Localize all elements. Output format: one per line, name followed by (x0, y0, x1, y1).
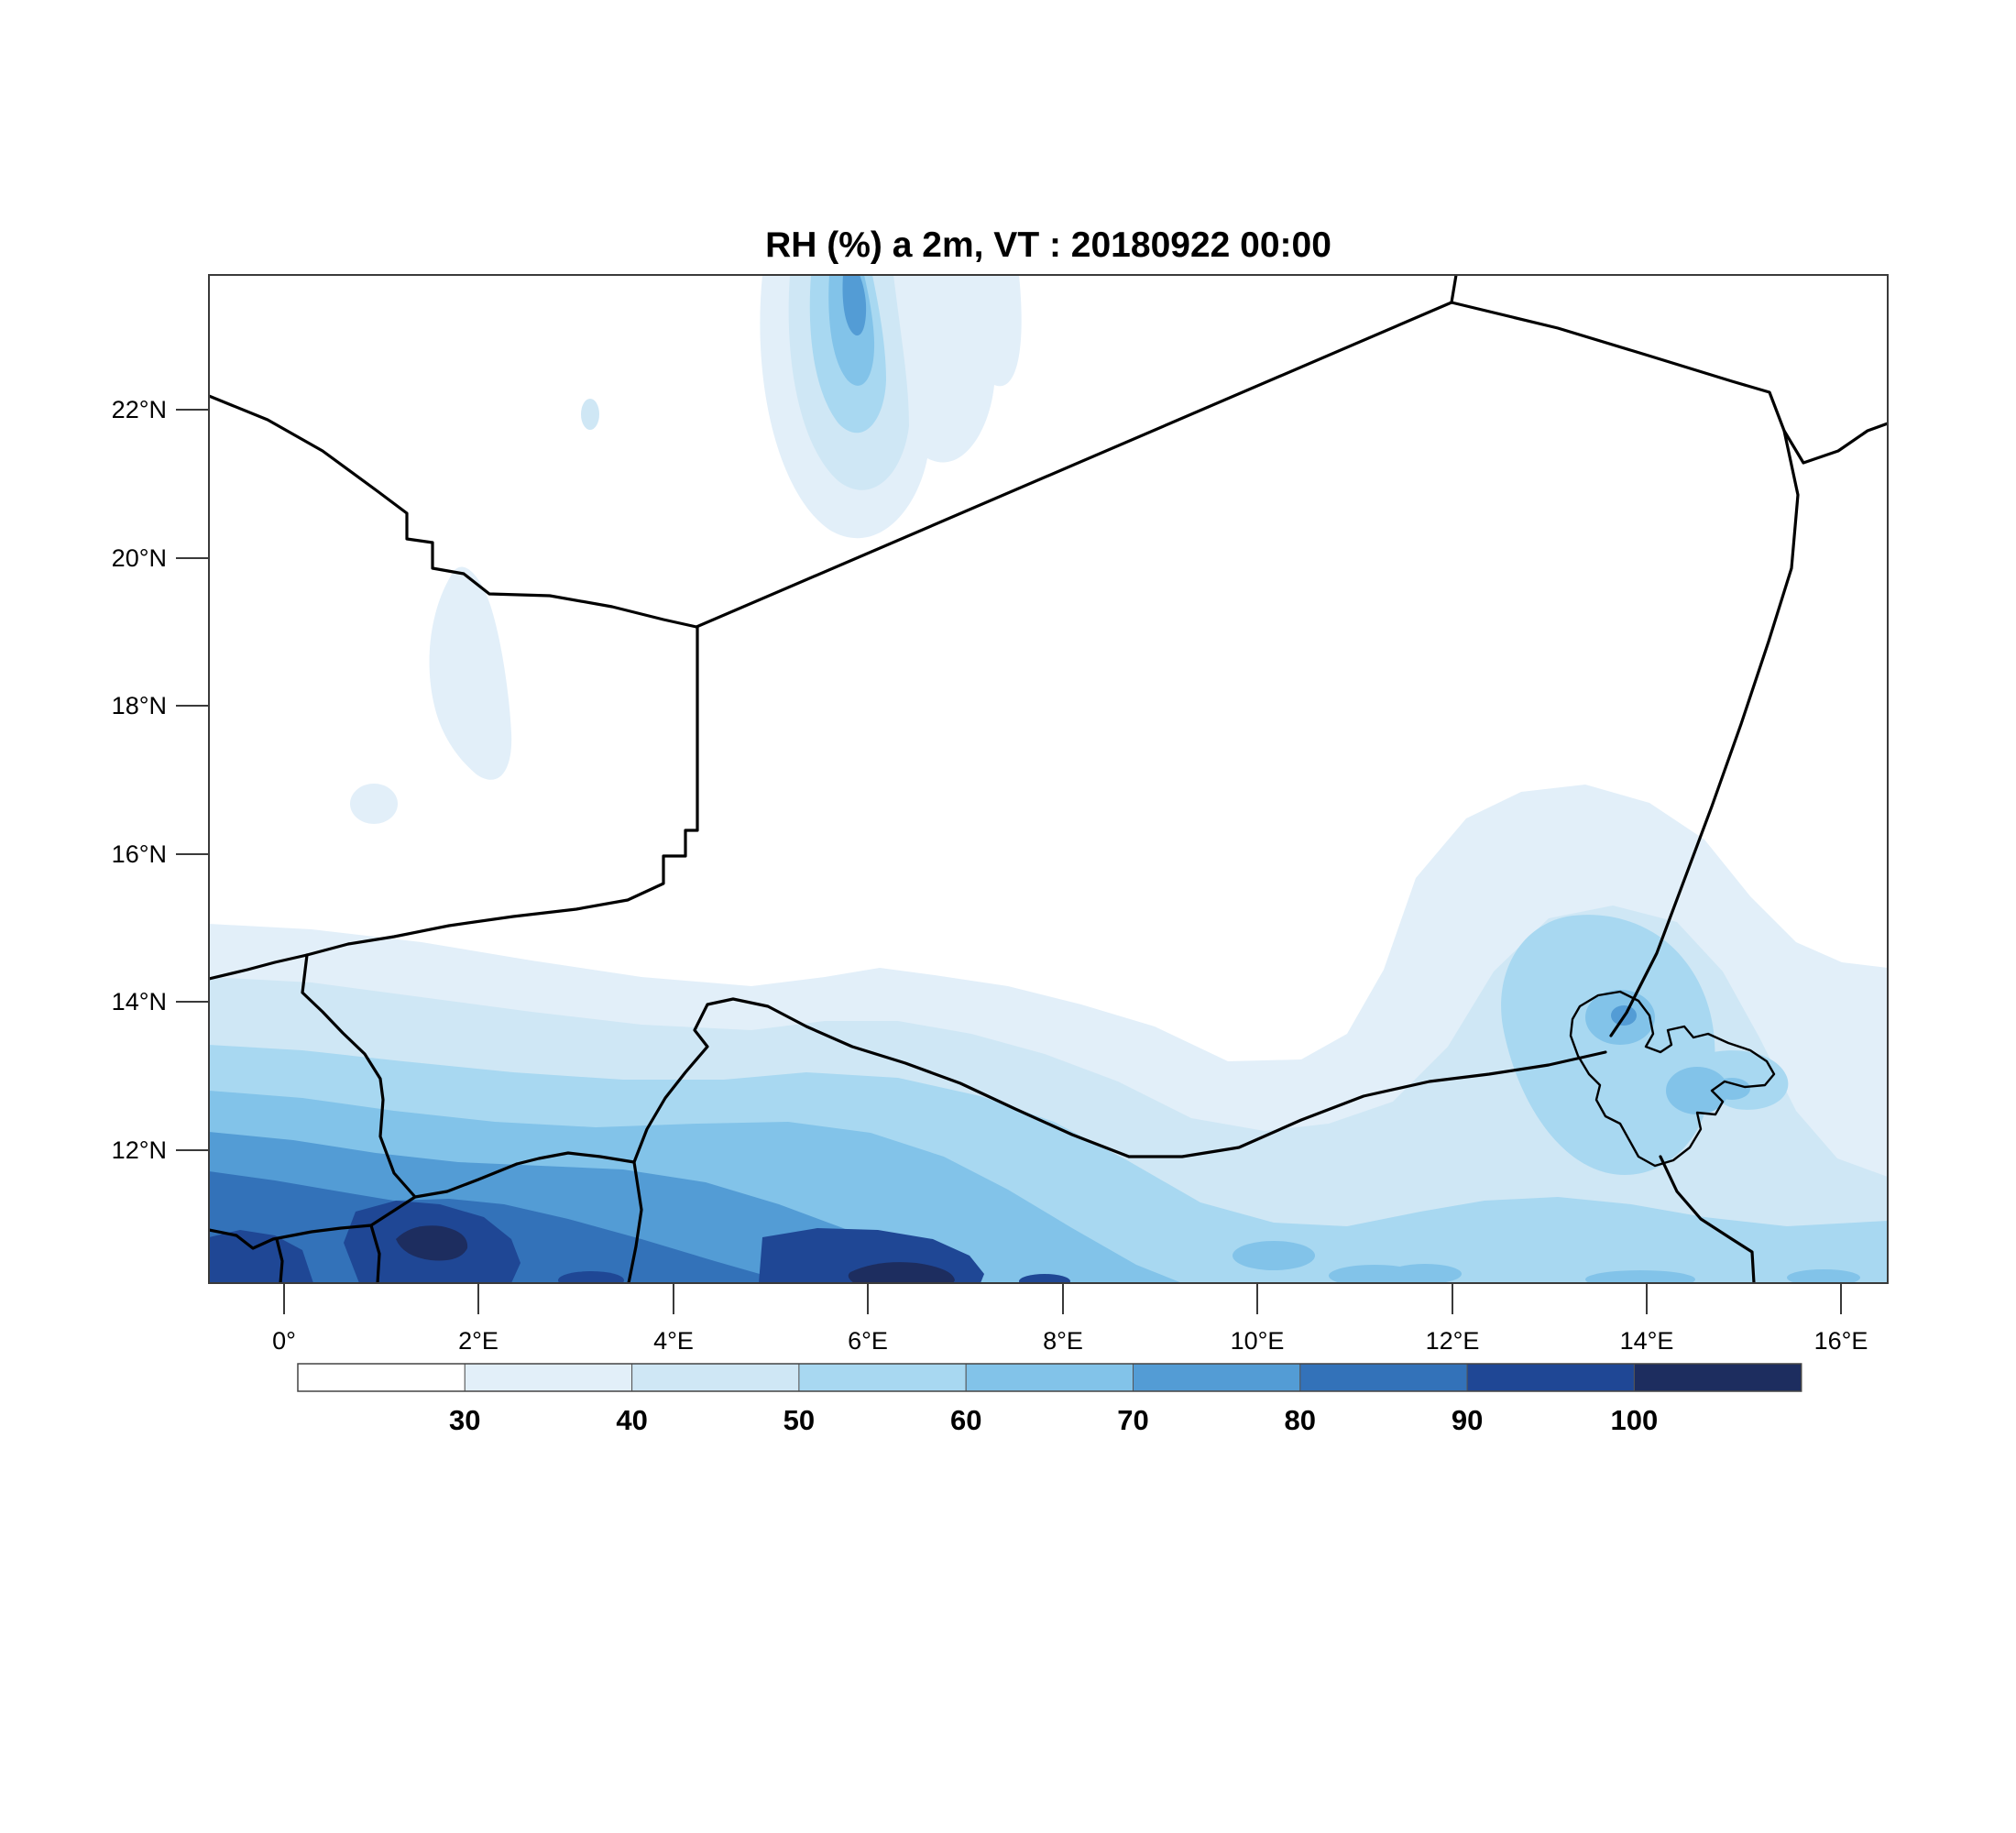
lake-chad-outline (1569, 990, 1776, 1168)
contour-patch-60 (1233, 1241, 1315, 1270)
border-chad-cameroon (1659, 1155, 1756, 1283)
colorbar-outline (297, 1363, 1802, 1392)
lat-tick-label: 14°N (112, 988, 167, 1015)
border-mali-burkina (209, 953, 309, 981)
border-benin-nigeria (627, 1160, 643, 1283)
latitude-axis: 22°N 20°N 18°N 16°N 14°N 12°N (112, 396, 209, 1164)
contour-core-90 (209, 1230, 313, 1283)
lon-tick-label: 10°E (1231, 1327, 1285, 1355)
lat-tick-label: 20°N (112, 544, 167, 572)
colorbar-label: 70 (1117, 1404, 1148, 1436)
colorbar-label: 40 (616, 1404, 647, 1436)
border-burkina-niger (301, 953, 519, 1199)
plot-title: RH (%) a 2m, VT : 20180922 00:00 (765, 225, 1331, 265)
patch-30-west (350, 784, 398, 824)
contour-core-100 (848, 1262, 955, 1283)
lon-tick-label: 4°E (653, 1327, 694, 1355)
lon-tick-label: 2°E (458, 1327, 499, 1355)
colorbar-segment (965, 1363, 1134, 1392)
colorbar-label: 80 (1285, 1404, 1316, 1436)
border-niger-chad (1609, 429, 1800, 1037)
lon-tick-label: 6°E (848, 1327, 888, 1355)
border-ghana-togo (275, 1237, 284, 1283)
colorbar-segment (297, 1363, 466, 1392)
lon-tick-label: 14°E (1620, 1327, 1674, 1355)
border-libya-niger-chad (1450, 301, 1888, 465)
plume-speck-40 (581, 399, 599, 430)
colorbar-segment (1633, 1363, 1802, 1392)
border-niger-nigeria (632, 997, 1607, 1164)
colorbar-segment (1466, 1363, 1635, 1392)
border-algeria-libya (1450, 275, 1458, 304)
contour-patch-60 (1787, 1269, 1860, 1283)
colorbar-segment (1299, 1363, 1468, 1392)
border-togo-benin (369, 1224, 381, 1283)
colorbar-label: 30 (449, 1404, 480, 1436)
colorbar-label: 60 (950, 1404, 981, 1436)
lon-tick-label: 0° (272, 1327, 296, 1355)
lat-tick-label: 12°N (112, 1136, 167, 1164)
border-mali-niger (305, 625, 699, 957)
contour-core-90 (1019, 1274, 1070, 1283)
colorbar: 30 40 50 60 70 80 90 100 (297, 1363, 1802, 1436)
lat-tick-label: 16°N (112, 840, 167, 868)
border-algeria-mali (209, 394, 698, 629)
lon-tick-label: 16°E (1814, 1327, 1868, 1355)
lon-tick-label: 12°E (1426, 1327, 1480, 1355)
colorbar-label: 90 (1452, 1404, 1483, 1436)
border-niger-benin (515, 1151, 636, 1166)
colorbar-segment (631, 1363, 800, 1392)
plume-core-70 (842, 275, 867, 336)
patch-30-northwest (429, 566, 512, 780)
contour-patch-60 (1585, 1270, 1695, 1283)
map-frame (208, 274, 1889, 1284)
colorbar-label: 100 (1611, 1404, 1659, 1436)
contour-patch-60 (1388, 1264, 1462, 1283)
lat-tick-label: 22°N (112, 396, 167, 423)
contour-core-90 (558, 1271, 624, 1283)
contour-field (209, 275, 1888, 1283)
border-burkina-ghana-togo (209, 1195, 417, 1250)
colorbar-label: 50 (783, 1404, 815, 1436)
border-algeria-niger (695, 301, 1453, 629)
lat-tick-label: 18°N (112, 692, 167, 719)
lake-patch-60 (1666, 1067, 1728, 1114)
longitude-axis: 0° 2°E 4°E 6°E 8°E 10°E 12°E 14°E 16°E (272, 1283, 1868, 1355)
colorbar-segment (798, 1363, 967, 1392)
lon-tick-label: 8°E (1043, 1327, 1083, 1355)
contour-core-100 (396, 1225, 468, 1261)
colorbar-segment (1133, 1363, 1301, 1392)
colorbar-segment (464, 1363, 633, 1392)
lake-patch-50 (1501, 915, 1715, 1176)
